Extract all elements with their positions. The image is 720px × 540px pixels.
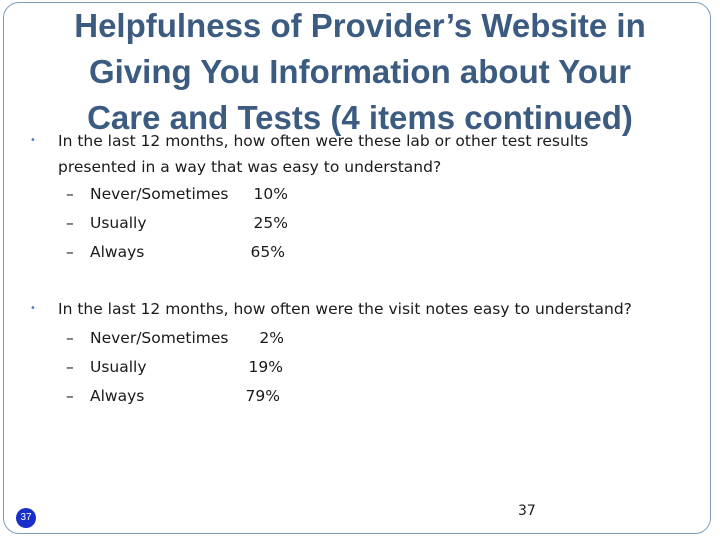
response-value: 65% xyxy=(250,243,285,261)
response-value: 19% xyxy=(248,358,283,376)
question-1-text: In the last 12 months, how often were th… xyxy=(58,128,588,180)
response-label: Always xyxy=(90,243,145,261)
slide-number-badge: 37 xyxy=(16,508,36,528)
dash-icon: – xyxy=(66,214,74,232)
response-value: 25% xyxy=(253,214,288,232)
bullet-icon: • xyxy=(30,303,36,314)
title-line-3: Care and Tests (4 items continued) xyxy=(87,99,633,136)
question-1-line-1: In the last 12 months, how often were th… xyxy=(58,132,589,150)
title-line-1: Helpfulness of Provider’s Website in xyxy=(74,7,646,44)
dash-icon: – xyxy=(66,358,74,376)
question-2-line-1: In the last 12 months, how often were th… xyxy=(58,300,632,318)
title-line-2: Giving You Information about Your xyxy=(88,53,632,90)
slide-frame xyxy=(3,2,711,534)
response-value: 2% xyxy=(259,329,284,347)
response-value: 10% xyxy=(253,185,288,203)
response-label: Usually xyxy=(90,214,147,232)
response-label: Usually xyxy=(90,358,147,376)
response-label: Never/Sometimes xyxy=(90,185,229,203)
dash-icon: – xyxy=(66,185,74,203)
response-label: Always xyxy=(90,387,145,405)
dash-icon: – xyxy=(66,243,74,261)
question-2-text: In the last 12 months, how often were th… xyxy=(58,296,632,322)
dash-icon: – xyxy=(66,329,74,347)
bullet-icon: • xyxy=(30,135,36,146)
question-1-line-2: presented in a way that was easy to unde… xyxy=(58,158,442,176)
page-number: 37 xyxy=(518,503,536,519)
dash-icon: – xyxy=(66,387,74,405)
response-label: Never/Sometimes xyxy=(90,329,229,347)
slide-title: Helpfulness of Provider’s Website in Giv… xyxy=(30,3,690,141)
response-value: 79% xyxy=(245,387,280,405)
